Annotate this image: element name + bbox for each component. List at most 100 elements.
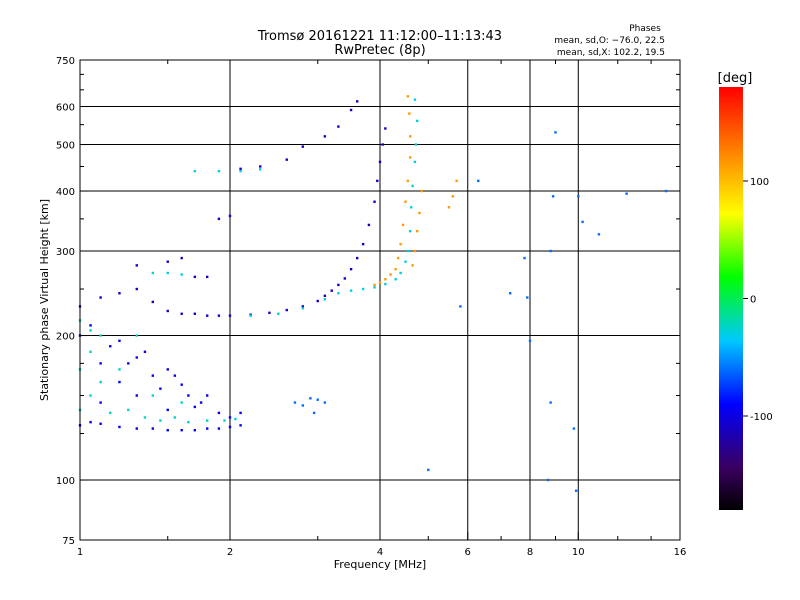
x-axis-ticks: 1 2 4 6 8 10 16 [77, 60, 686, 558]
data-point [316, 299, 319, 303]
data-point [285, 308, 288, 312]
data-point [330, 289, 333, 292]
data-point [546, 478, 550, 482]
phases-legend-line1: mean, sd,O: −76.0, 22.5 [554, 36, 665, 46]
data-point [205, 394, 209, 397]
y-axis-ticks: 75 100 200 300 400 500 600 750 [56, 56, 680, 547]
data-point [135, 356, 138, 359]
data-point [394, 278, 397, 281]
data-point [228, 314, 232, 317]
data-point [526, 296, 529, 299]
data-point [166, 309, 169, 313]
data-point [89, 350, 92, 353]
data-point [451, 195, 455, 198]
data-point [193, 275, 197, 279]
colorbar-label: [deg] [718, 71, 753, 86]
data-point [301, 305, 305, 308]
data-point [151, 374, 155, 377]
x-tick-label: 2 [227, 547, 233, 558]
data-point [205, 314, 209, 317]
data-point [323, 135, 327, 138]
y-tick-label: 750 [56, 56, 75, 67]
data-point [301, 404, 305, 407]
y-tick-label: 100 [56, 476, 75, 487]
data-point [301, 307, 305, 310]
data-point [411, 264, 414, 267]
data-point [135, 427, 138, 430]
y-tick-label: 400 [56, 187, 75, 198]
data-point [239, 411, 242, 415]
data-point [337, 125, 340, 128]
data-point [415, 229, 419, 233]
data-point [418, 211, 421, 215]
colorbar-tick-label: 0 [750, 295, 756, 306]
data-point [508, 292, 512, 295]
data-point [323, 401, 327, 404]
data-point [414, 143, 418, 146]
data-point [180, 429, 183, 432]
data-point [205, 427, 209, 430]
data-point [217, 314, 221, 317]
data-point [528, 339, 532, 343]
data-point [293, 401, 297, 404]
data-point [337, 283, 340, 287]
data-point [118, 292, 121, 295]
data-point [361, 242, 365, 246]
data-point [323, 294, 327, 297]
data-point [99, 334, 102, 337]
data-point [187, 394, 190, 397]
data-point [408, 112, 411, 115]
data-point [151, 271, 155, 275]
data-point [420, 189, 423, 193]
data-point [597, 233, 601, 236]
data-point [574, 489, 578, 492]
data-point [409, 156, 412, 159]
data-point [135, 287, 138, 291]
data-point [159, 387, 162, 390]
data-point [89, 420, 92, 424]
data-point [166, 368, 169, 371]
x-tick-label: 6 [465, 547, 471, 558]
data-point [135, 394, 138, 397]
data-point [151, 300, 155, 304]
data-point [399, 271, 402, 275]
data-point [396, 256, 400, 260]
data-point [384, 127, 387, 130]
data-point [173, 416, 177, 419]
data-point [127, 408, 130, 412]
data-point [118, 380, 121, 384]
y-tick-label: 600 [56, 103, 75, 114]
data-point [109, 411, 112, 415]
data-point [249, 314, 252, 317]
data-point [401, 223, 405, 227]
data-point [223, 419, 226, 422]
data-point [373, 200, 376, 203]
data-point [447, 206, 451, 209]
data-point [577, 195, 580, 198]
data-point [199, 401, 203, 404]
data-point [413, 160, 417, 164]
data-point [99, 296, 102, 299]
data-point [166, 408, 169, 412]
data-point [277, 312, 280, 315]
data-point [411, 184, 414, 188]
data-point [285, 158, 288, 161]
data-point [118, 425, 121, 429]
data-point [193, 169, 197, 173]
data-point [349, 289, 353, 292]
chart-subtitle: RwPretec (8p) [334, 43, 425, 58]
data-point [135, 264, 138, 267]
data-points [78, 95, 668, 492]
data-point [572, 427, 576, 430]
colorbar-ticks: 100 0 -100 [743, 177, 773, 423]
data-point [180, 256, 183, 260]
data-point [259, 168, 262, 171]
data-point [404, 260, 407, 263]
data-point [151, 427, 155, 430]
data-point [89, 324, 92, 327]
data-point [409, 135, 412, 138]
data-point [406, 95, 410, 98]
data-point [551, 195, 555, 198]
data-point [99, 380, 102, 384]
data-point [406, 179, 410, 183]
